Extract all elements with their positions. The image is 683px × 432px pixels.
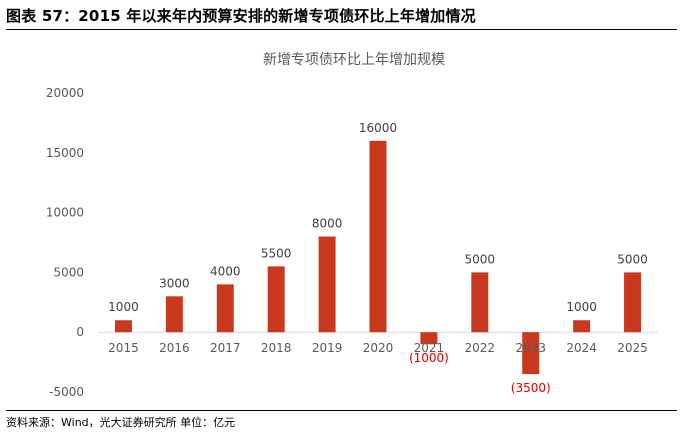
- data-label: 1000: [566, 300, 597, 314]
- bar-2025: [624, 272, 642, 333]
- bar-2019: [318, 236, 336, 333]
- x-tick-label: 2019: [312, 341, 343, 355]
- y-tick-label: 15000: [46, 146, 84, 160]
- figure-title: 图表 57：2015 年以来年内预算安排的新增专项债环比上年增加情况: [6, 7, 476, 25]
- x-tick-label: 2021: [414, 341, 445, 355]
- data-label: 4000: [210, 264, 241, 278]
- x-tick-label: 2022: [465, 341, 496, 355]
- chart-title: 新增专项债环比上年增加规模: [263, 52, 445, 68]
- x-tick-label: 2023: [515, 341, 546, 355]
- data-label: (1000): [409, 351, 449, 365]
- y-tick-label: 5000: [53, 265, 84, 279]
- bar-chart: 新增专项债环比上年增加规模 20000150001000050000-5000 …: [46, 52, 658, 399]
- figure-header: 图表 57：2015 年以来年内预算安排的新增专项债环比上年增加情况: [6, 3, 677, 30]
- bar-series: [114, 140, 642, 375]
- data-label: 16000: [359, 121, 397, 135]
- data-label: 8000: [312, 217, 343, 231]
- data-label: 5000: [617, 252, 648, 266]
- x-tick-label: 2018: [261, 341, 292, 355]
- data-label: 3000: [159, 276, 190, 290]
- data-labels: 1000 3000 4000 5500 8000 16000 (1000) 5000 (3500…: [108, 121, 648, 395]
- bar-2018: [267, 266, 285, 333]
- chart-area: 新增专项债环比上年增加规模 20000 15000 10000 5000 0 -5000 …: [6, 30, 677, 410]
- y-tick-label: -5000: [49, 385, 84, 399]
- x-tick-label: 2025: [617, 341, 648, 355]
- x-axis: 2015 2016 2017 2018 2019 2020 2021 2022 2023 2024…: [108, 341, 648, 355]
- bar-2021: [420, 332, 438, 345]
- y-tick-label: 20000: [46, 86, 84, 100]
- bar-2023: [522, 332, 540, 375]
- x-tick-label: 2017: [210, 341, 241, 355]
- x-tick-label: 2024: [566, 341, 597, 355]
- data-label: 5000: [465, 252, 496, 266]
- x-tick-label: 2015: [108, 341, 139, 355]
- bar-2022: [471, 272, 489, 333]
- data-label: (3500): [511, 381, 551, 395]
- y-tick-label: 0: [76, 325, 84, 339]
- y-tick-label: 10000: [46, 206, 84, 220]
- bar-2024: [573, 320, 591, 333]
- figure-footer: 资料来源：Wind，光大证券研究所 单位：亿元: [6, 410, 677, 431]
- bar-2020: [369, 140, 387, 333]
- x-tick-label: 2020: [363, 341, 394, 355]
- y-axis: 20000 15000 10000 5000 0 -5000: [46, 86, 84, 399]
- bar-2017: [216, 284, 234, 333]
- figure-source: 资料来源：Wind，光大证券研究所 单位：亿元: [6, 416, 236, 429]
- data-label: 1000: [108, 300, 139, 314]
- data-label: 5500: [261, 246, 292, 260]
- x-tick-label: 2016: [159, 341, 190, 355]
- bar-2015: [114, 320, 132, 333]
- bar-2016: [165, 296, 183, 333]
